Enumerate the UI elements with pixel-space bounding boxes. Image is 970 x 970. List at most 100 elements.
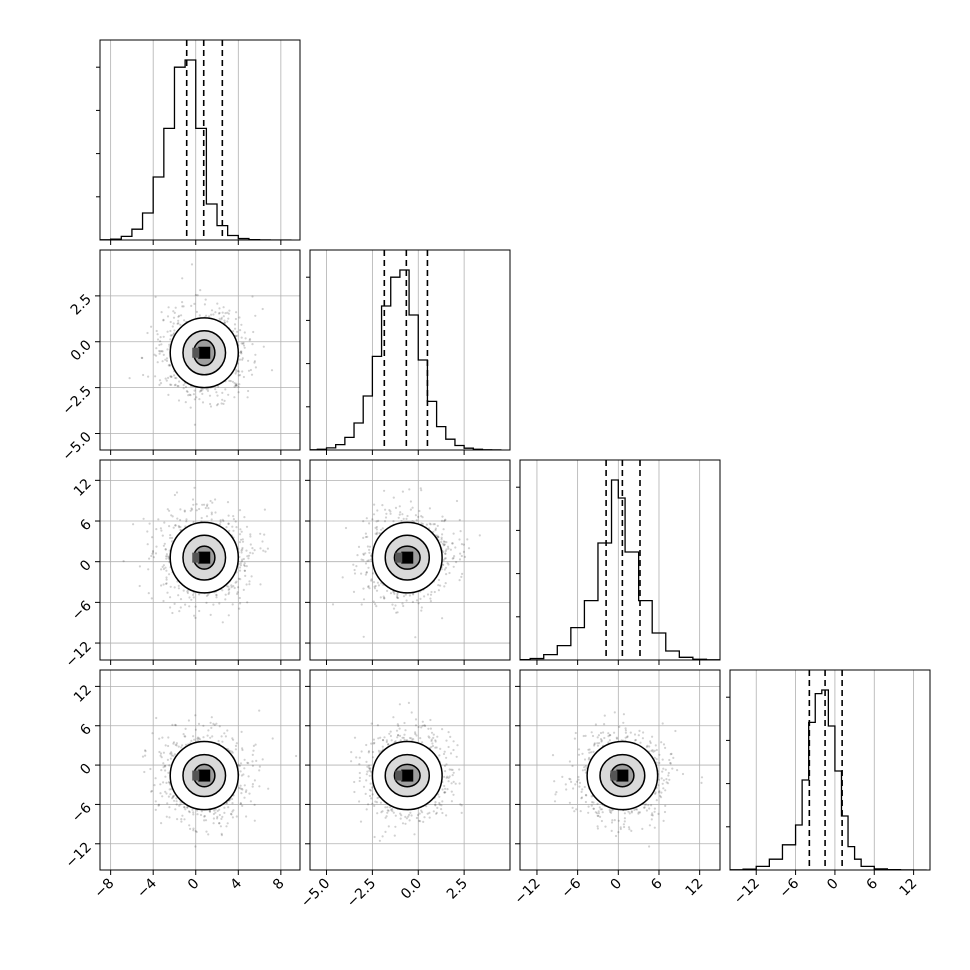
scatter-point — [166, 758, 169, 762]
scatter-point — [159, 783, 162, 786]
x-tick-label: −5.0 — [298, 876, 333, 911]
scatter-point — [444, 552, 447, 555]
scatter-point — [613, 819, 616, 822]
scatter-point — [429, 600, 432, 603]
scatter-point — [426, 812, 429, 815]
scatter-point — [402, 595, 406, 598]
scatter-point — [210, 518, 213, 521]
scatter-point — [232, 809, 235, 812]
scatter-point — [429, 523, 432, 526]
scatter-point — [423, 816, 426, 819]
scatter-point — [459, 552, 462, 555]
scatter-point — [406, 514, 409, 518]
scatter-point — [458, 579, 461, 582]
scatter-point — [225, 526, 228, 529]
scatter-point — [228, 529, 231, 532]
scatter-point — [404, 729, 407, 732]
scatter-point — [200, 389, 203, 392]
scatter-point — [435, 746, 438, 749]
scatter-point — [442, 559, 445, 562]
scatter-point — [173, 329, 176, 332]
scatter-point — [171, 515, 174, 518]
scatter-point — [202, 724, 205, 727]
scatter-point — [423, 724, 426, 727]
scatter-point — [162, 353, 165, 356]
scatter-point — [638, 729, 641, 733]
scatter-point — [166, 591, 169, 594]
scatter-point — [239, 528, 242, 531]
scatter-point — [458, 768, 461, 771]
scatter-point — [157, 518, 160, 521]
scatter-point — [243, 569, 246, 572]
scatter-point — [218, 311, 221, 315]
scatter-point — [415, 734, 418, 737]
scatter-point — [653, 749, 656, 752]
scatter-point — [574, 731, 577, 735]
scatter-point — [218, 822, 221, 825]
scatter-point — [232, 515, 235, 518]
scatter-point — [420, 515, 423, 518]
scatter-point — [637, 734, 640, 737]
scatter-point — [200, 516, 203, 520]
scatter-point — [368, 548, 371, 552]
scatter-point — [405, 517, 408, 521]
scatter-point — [362, 635, 365, 638]
scatter-point — [202, 736, 205, 739]
scatter-point — [253, 360, 256, 363]
scatter-point — [587, 758, 590, 761]
scatter-point — [458, 782, 461, 785]
scatter-point — [195, 310, 198, 313]
scatter-point — [156, 333, 159, 336]
scatter-point — [442, 540, 445, 543]
scatter-point — [350, 751, 353, 754]
scatter-point — [185, 518, 188, 521]
scatter-point — [369, 767, 372, 770]
scatter-point — [373, 804, 376, 808]
scatter-point — [440, 538, 443, 541]
scatter-point — [198, 737, 201, 740]
scatter-point — [165, 569, 168, 572]
scatter-point — [436, 536, 439, 539]
scatter-point — [401, 736, 404, 739]
scatter-point — [185, 390, 188, 393]
scatter-point — [247, 359, 250, 362]
scatter-point — [426, 593, 430, 596]
scatter-point — [462, 550, 465, 554]
scatter-point — [167, 736, 170, 739]
scatter-point — [444, 791, 447, 794]
scatter-point — [192, 827, 195, 830]
scatter-point — [411, 739, 414, 742]
scatter-point — [455, 499, 459, 503]
scatter-point — [421, 811, 424, 814]
scatter-point — [187, 719, 190, 722]
scatter-point — [394, 825, 397, 828]
scatter-point — [169, 375, 172, 378]
scatter-point — [331, 603, 335, 606]
scatter-point — [169, 596, 172, 599]
scatter-point — [460, 554, 463, 558]
scatter-point — [199, 389, 203, 392]
scatter-point — [442, 544, 445, 547]
scatter-point — [168, 816, 171, 819]
scatter-point — [264, 550, 267, 553]
scatter-point — [167, 364, 170, 367]
scatter-point — [229, 812, 233, 816]
scatter-point — [383, 736, 386, 739]
scatter-point — [444, 770, 447, 773]
density-peak — [198, 346, 211, 359]
scatter-point — [353, 568, 356, 572]
scatter-point — [362, 553, 365, 556]
scatter-point — [159, 754, 162, 757]
scatter-point — [227, 522, 230, 525]
scatter-point — [439, 747, 442, 751]
scatter-point — [223, 321, 227, 324]
scatter-point — [173, 384, 176, 387]
scatter-point — [466, 538, 469, 541]
scatter-point — [367, 751, 370, 754]
scatter-point — [411, 520, 414, 523]
scatter-point — [159, 340, 162, 343]
scatter-point — [478, 534, 481, 537]
scatter-point — [237, 764, 240, 767]
scatter-point — [156, 338, 160, 341]
scatter-point — [239, 784, 242, 787]
